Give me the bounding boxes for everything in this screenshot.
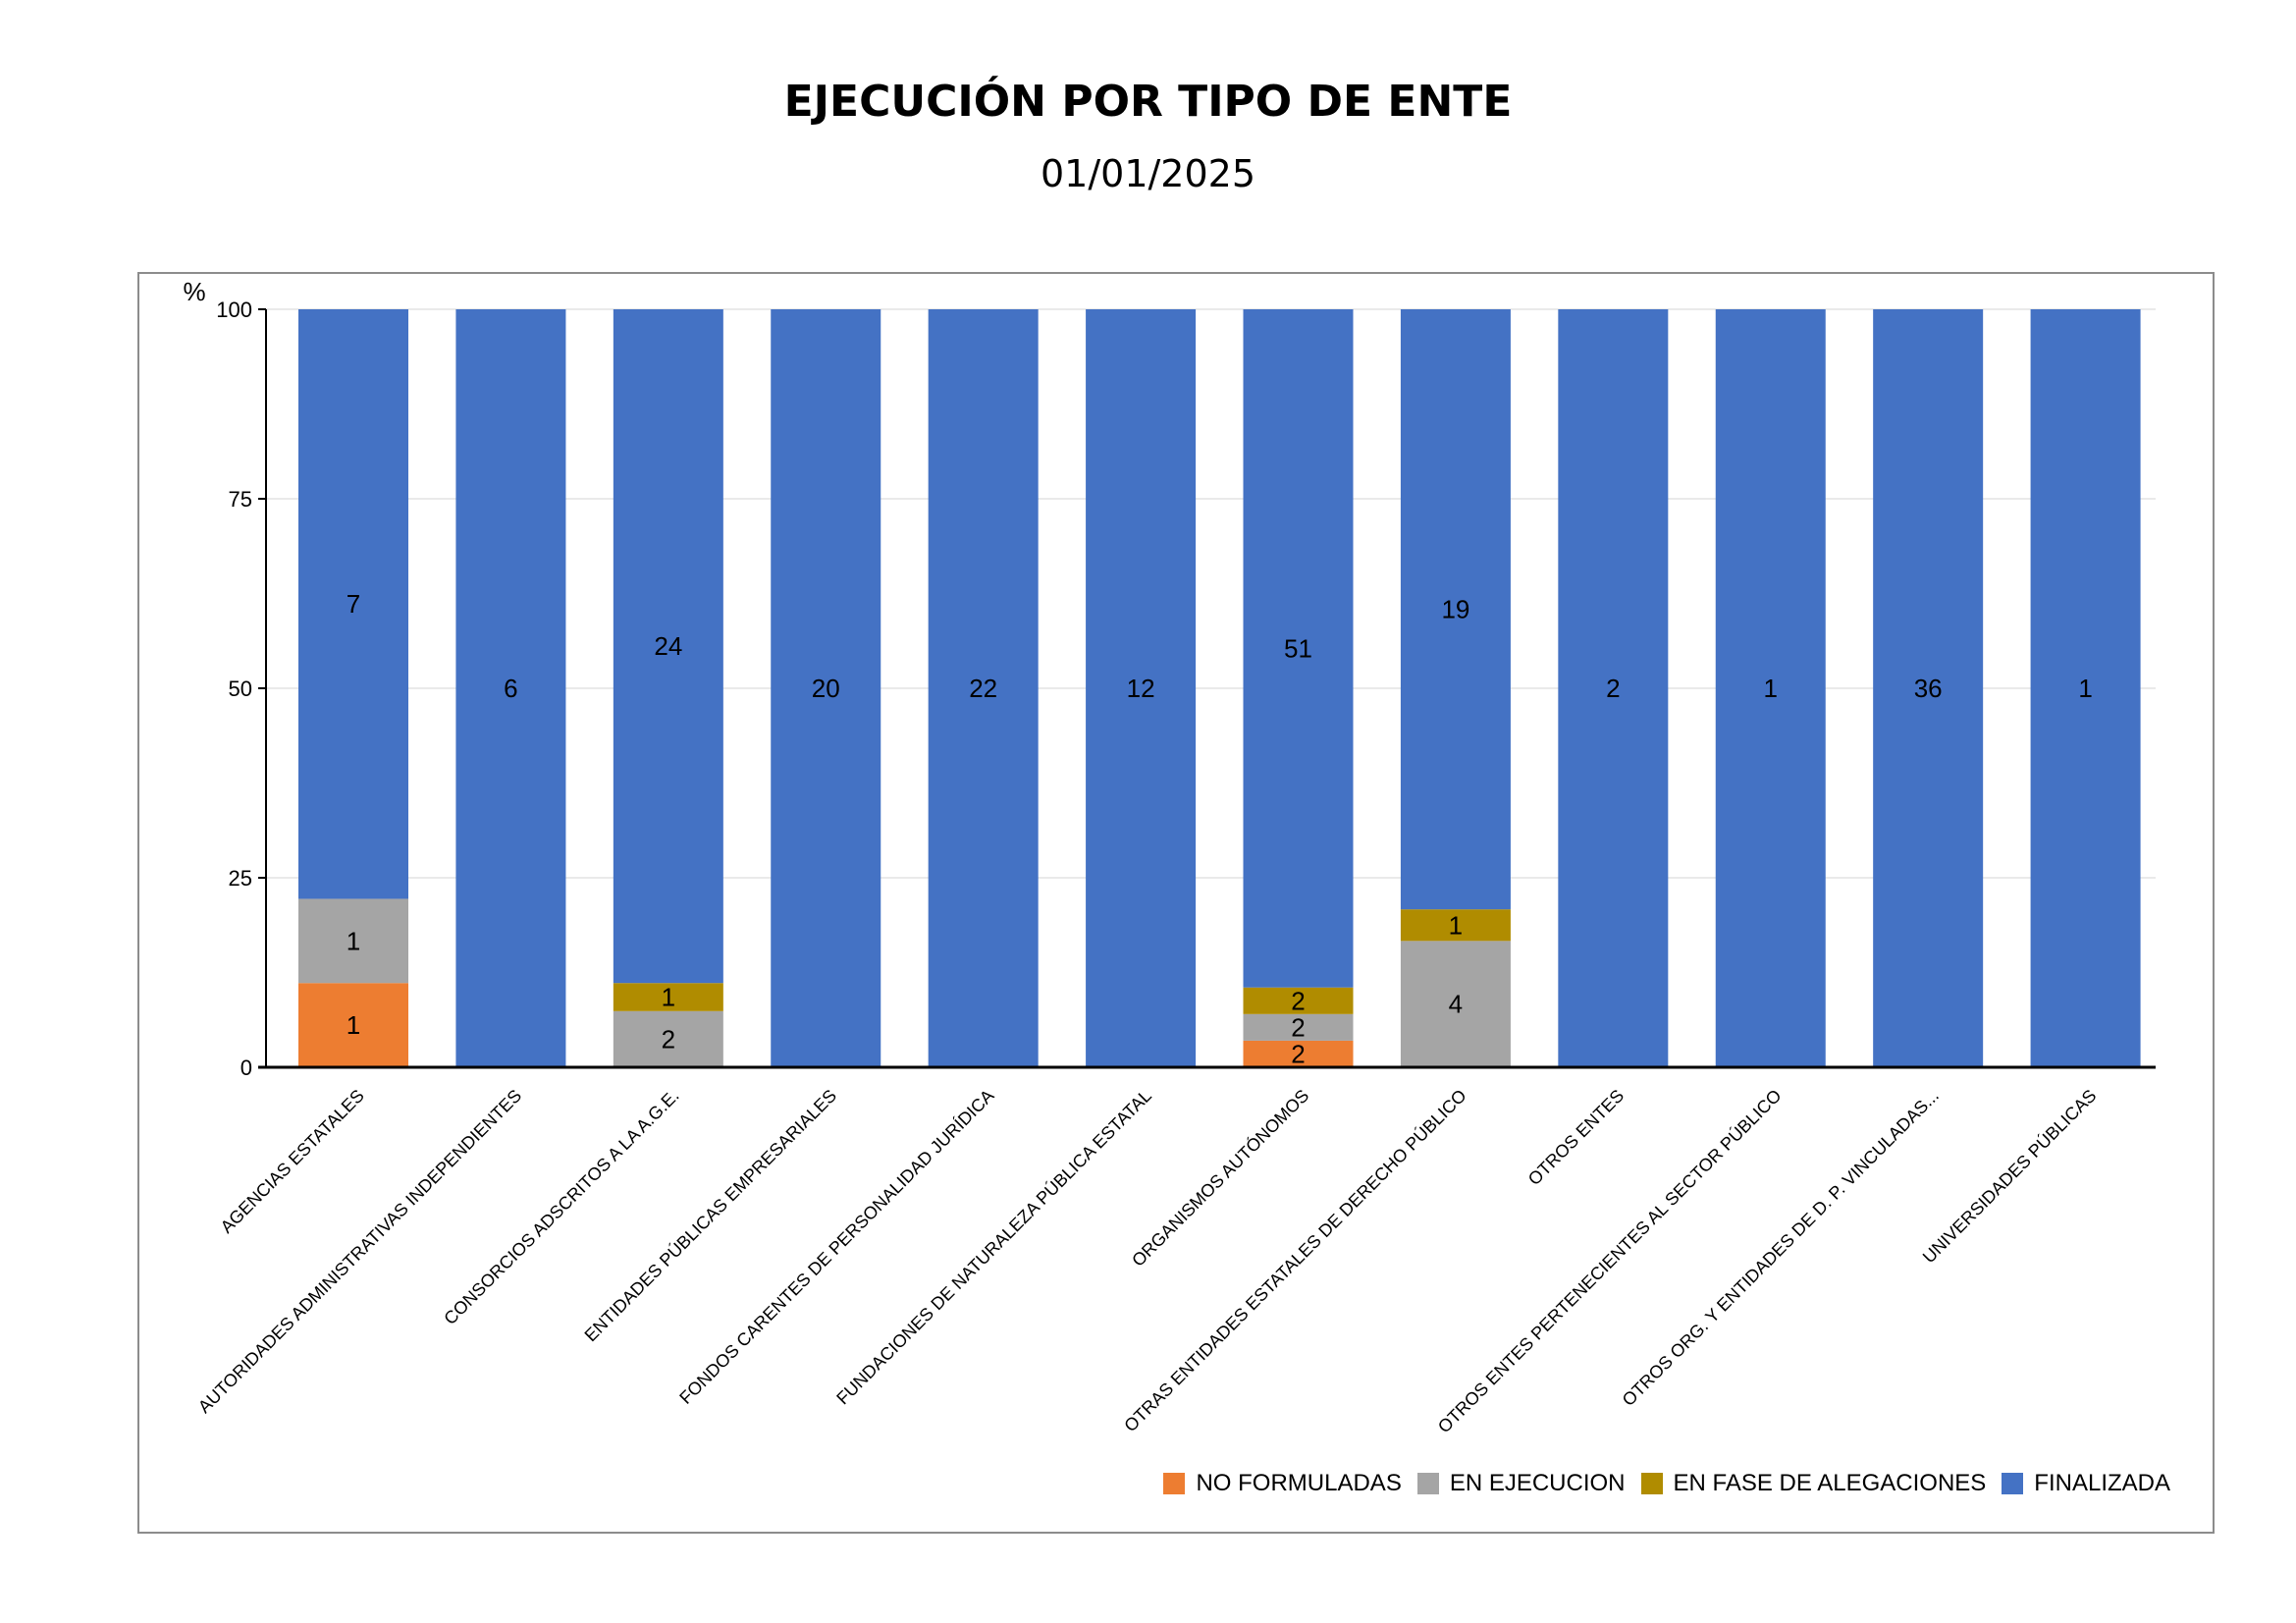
data-label: 1: [347, 926, 360, 955]
y-tick-label: 50: [229, 676, 252, 701]
data-label: 20: [812, 674, 840, 703]
x-tick-label: ENTIDADES PÚBLICAS EMPRESARIALES: [580, 1085, 840, 1345]
legend-label: FINALIZADA: [2034, 1470, 2170, 1496]
data-label: 24: [654, 631, 682, 661]
bars: [298, 309, 2141, 1067]
legend-swatch: [1640, 1473, 1663, 1494]
legend-swatch: [1416, 1473, 1439, 1494]
bar-segment: [1715, 309, 1826, 1067]
bar-segment: [1086, 309, 1197, 1067]
x-tick-label: OTRAS ENTIDADES ESTATALES DE DERECHO PÚB…: [1120, 1085, 1470, 1435]
gridlines: [266, 308, 2156, 879]
data-label: 1: [2078, 674, 2092, 703]
x-tick-label: FUNDACIONES DE NATURALEZA PÚBLICA ESTATA…: [832, 1085, 1155, 1408]
data-label: 2: [1291, 1039, 1305, 1068]
bar-segment: [298, 983, 408, 1067]
x-tick-label: OTROS ENTES: [1524, 1086, 1628, 1189]
bar-segment: [1243, 309, 1354, 988]
y-tick-label: 25: [229, 866, 252, 891]
bar-segment: [1243, 987, 1354, 1014]
data-label: 19: [1441, 595, 1469, 624]
bar-segment: [1243, 1040, 1354, 1067]
legend-label: NO FORMULADAS: [1196, 1470, 1402, 1496]
y-tick-label: 100: [216, 298, 252, 322]
data-label: 1: [662, 983, 675, 1012]
bar-segment: [298, 309, 408, 899]
legend-item: NO FORMULADAS: [1163, 1470, 1402, 1497]
legend-swatch: [1163, 1473, 1186, 1494]
data-label: 2: [1291, 986, 1305, 1015]
x-tick-label: OTROS ORG. Y ENTIDADES DE D. P. VINCULAD…: [1619, 1086, 1943, 1410]
bar-segment: [1400, 909, 1511, 942]
chart-frame: [137, 272, 2215, 1534]
y-axis-label: %: [183, 277, 205, 306]
chart-title: EJECUCIÓN POR TIPO DE ENTE: [783, 77, 1513, 127]
bar-segment: [1400, 309, 1511, 910]
data-label: 6: [504, 674, 517, 703]
bar-segment: [613, 309, 723, 984]
x-tick-label: AUTORIDADES ADMINISTRATIVAS INDEPENDIENT…: [194, 1086, 525, 1417]
data-label: 7: [347, 589, 360, 619]
axes: [258, 308, 2156, 1069]
x-tick-label: ORGANISMOS AUTÓNOMOS: [1128, 1085, 1313, 1271]
bar-segment: [455, 309, 566, 1067]
data-label: 2: [1291, 1012, 1305, 1042]
data-label: 51: [1284, 633, 1312, 663]
bar-segment: [1400, 941, 1511, 1067]
legend-item: FINALIZADA: [2002, 1470, 2170, 1497]
data-label: 36: [1914, 674, 1943, 703]
data-label: 2: [1606, 674, 1620, 703]
data-label: 2: [662, 1024, 675, 1054]
x-tick-label: AGENCIAS ESTATALES: [217, 1086, 368, 1237]
bar-segment: [771, 309, 881, 1067]
bar-segment: [1243, 1013, 1354, 1041]
bar-segment: [298, 898, 408, 984]
y-tick-label: 75: [229, 487, 252, 512]
bar-segment: [613, 1010, 723, 1067]
y-tick-label: 0: [240, 1055, 252, 1080]
data-label: 4: [1449, 990, 1463, 1019]
bar-segment: [928, 309, 1039, 1067]
x-tick-label: OTROS ENTES PERTENECIENTES AL SECTOR PÚB…: [1433, 1085, 1785, 1436]
legend-item: EN FASE DE ALEGACIONES: [1640, 1470, 1987, 1497]
bar-segment: [2030, 309, 2141, 1067]
bar-segment: [1873, 309, 1984, 1067]
chart-legend: NO FORMULADAS EN EJECUCION EN FASE DE ALEG…: [1148, 1470, 2170, 1497]
data-label: 22: [969, 674, 997, 703]
legend-item: EN EJECUCION: [1416, 1470, 1626, 1497]
legend-swatch: [2002, 1473, 2024, 1494]
bar-segment: [1558, 309, 1669, 1067]
bar-segment: [613, 983, 723, 1011]
x-tick-label: UNIVERSIDADES PÚBLICAS: [1918, 1085, 2100, 1267]
data-label: 1: [1449, 910, 1463, 940]
x-tick-label: FONDOS CARENTES DE PERSONALIDAD JURÍDICA: [675, 1086, 997, 1408]
legend-label: EN EJECUCION: [1449, 1470, 1626, 1496]
chart-subtitle: 01/01/2025: [1040, 152, 1256, 195]
data-label: 1: [1764, 674, 1778, 703]
data-label: 1: [347, 1010, 360, 1040]
legend-label: EN FASE DE ALEGACIONES: [1673, 1470, 1987, 1496]
data-label: 12: [1127, 674, 1155, 703]
